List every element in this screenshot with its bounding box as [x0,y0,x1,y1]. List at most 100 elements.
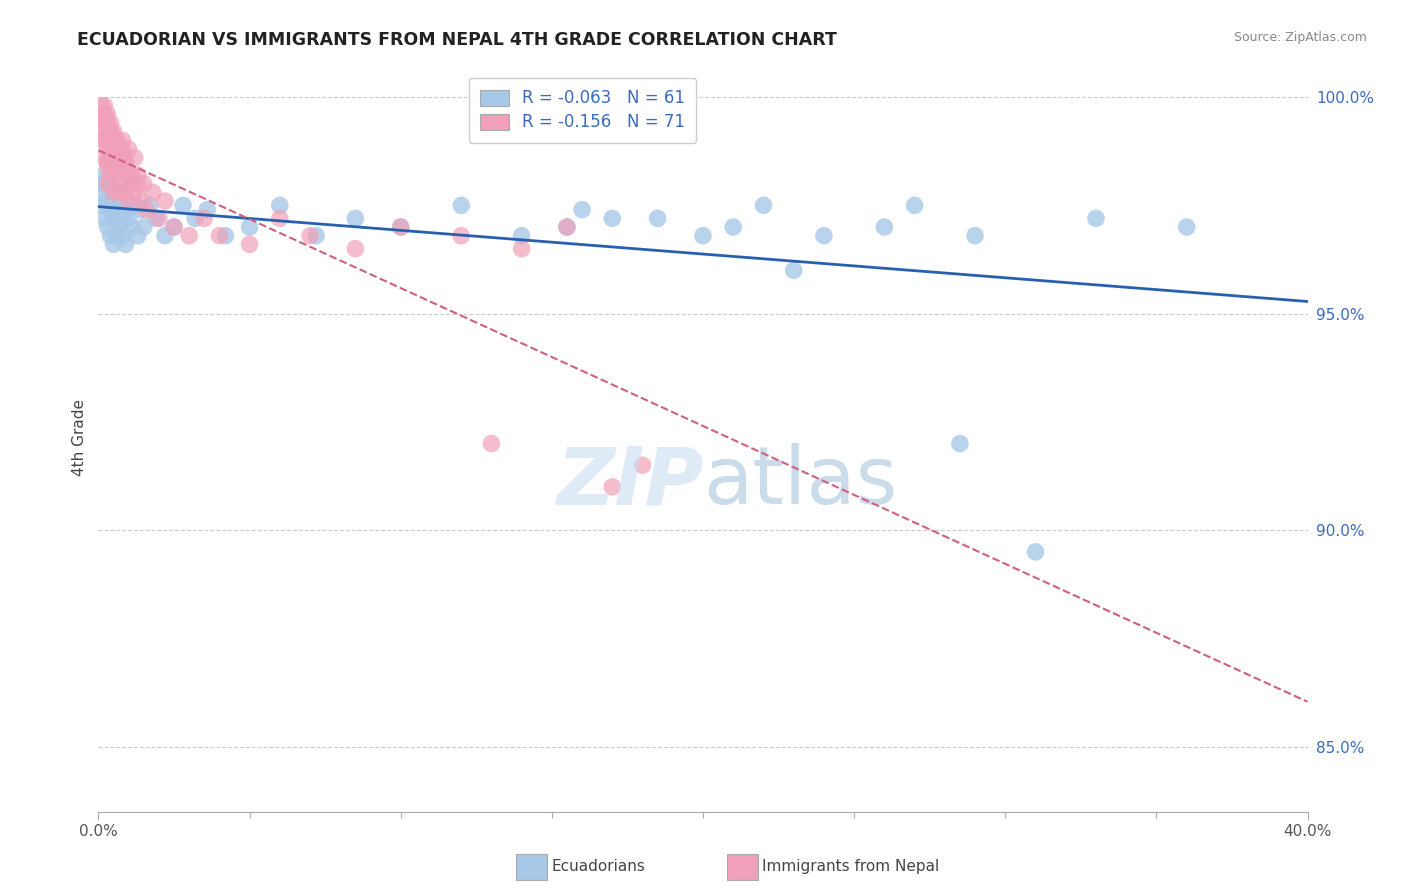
Point [118,194,141,208]
Point [108,194,131,208]
Point [135,202,157,217]
Point [96,107,118,121]
Point [124,198,146,212]
Point [111,151,134,165]
Point [96,160,118,174]
Point [96,142,118,156]
Point [118,177,141,191]
Point [692,228,714,243]
Point [100,202,122,217]
Text: ZIP: ZIP [555,443,703,521]
Point [93,116,115,130]
Point [813,228,835,243]
Point [103,186,125,200]
Point [127,228,149,243]
Point [93,211,115,226]
Point [105,168,128,182]
Point [965,228,987,243]
Point [93,133,115,147]
Point [148,211,170,226]
Text: Immigrants from Nepal: Immigrants from Nepal [762,859,939,873]
Point [100,168,122,182]
Point [481,436,503,450]
Point [555,220,578,235]
Point [124,186,146,200]
Point [510,242,533,256]
Point [163,220,186,235]
Point [108,142,131,156]
Point [139,198,162,212]
Point [103,160,125,174]
Point [647,211,669,226]
Point [783,263,806,277]
Point [269,211,291,226]
Point [118,142,141,156]
Point [93,107,115,121]
Point [105,228,128,243]
Y-axis label: 4th Grade: 4th Grade [72,399,87,475]
Point [121,168,143,182]
Point [96,220,118,235]
Point [103,237,125,252]
Point [103,186,125,200]
Point [602,480,624,494]
Point [127,177,149,191]
Point [121,177,143,191]
Point [96,116,118,130]
Point [389,220,412,235]
Point [90,177,112,191]
Point [114,237,136,252]
Point [108,186,131,200]
Point [114,155,136,169]
Point [111,133,134,147]
Point [96,194,118,208]
Point [132,220,155,235]
Point [90,198,112,212]
Point [96,155,118,169]
Point [108,160,131,174]
Point [631,458,654,473]
Point [114,186,136,200]
Point [93,186,115,200]
Point [208,228,231,243]
Point [299,228,322,243]
Point [873,220,896,235]
Point [105,133,128,147]
Text: ECUADORIAN VS IMMIGRANTS FROM NEPAL 4TH GRADE CORRELATION CHART: ECUADORIAN VS IMMIGRANTS FROM NEPAL 4TH … [77,31,837,49]
Point [184,211,207,226]
Point [127,168,149,182]
Point [172,198,194,212]
Point [723,220,745,235]
Point [103,125,125,139]
Point [142,186,165,200]
Point [114,160,136,174]
Point [450,198,472,212]
Point [145,211,167,226]
Point [100,228,122,243]
Point [93,133,115,147]
Point [1024,545,1046,559]
Point [904,198,927,212]
Point [344,242,367,256]
Point [100,125,122,139]
Point [96,177,118,191]
Point [103,142,125,156]
Point [949,436,972,450]
Point [90,125,112,139]
Text: atlas: atlas [703,443,897,521]
Point [132,177,155,191]
Legend: R = -0.063   N = 61, R = -0.156   N = 71: R = -0.063 N = 61, R = -0.156 N = 71 [470,78,696,143]
Point [111,177,134,191]
Point [108,160,131,174]
Point [93,168,115,182]
Point [90,99,112,113]
Point [124,151,146,165]
Point [105,160,128,174]
Point [344,211,367,226]
Point [269,198,291,212]
Point [389,220,412,235]
Point [571,202,593,217]
Point [118,211,141,226]
Point [129,202,152,217]
Point [163,220,186,235]
